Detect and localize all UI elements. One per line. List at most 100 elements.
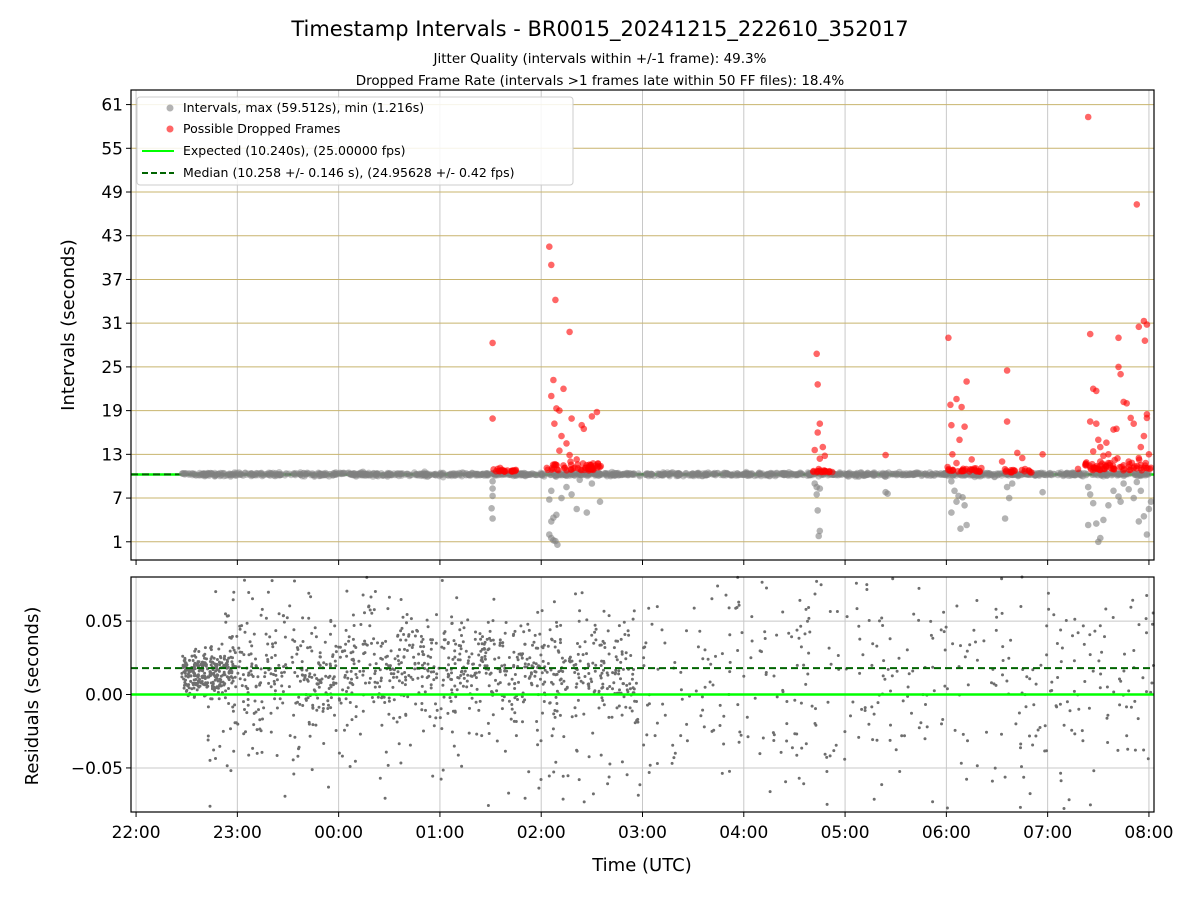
residual-point <box>387 595 391 599</box>
interval-point <box>474 472 482 479</box>
residual-point <box>720 652 724 656</box>
residual-point <box>699 714 703 718</box>
residual-point <box>561 670 565 673</box>
interval-point <box>1089 499 1097 507</box>
interval-point <box>1114 470 1121 478</box>
interval-point <box>465 471 472 479</box>
residual-point <box>318 655 322 659</box>
residual-point <box>309 595 313 599</box>
intervals-x-ticks <box>135 560 1150 565</box>
residual-point <box>574 714 578 718</box>
residual-point <box>275 678 279 682</box>
residual-point <box>982 639 986 643</box>
interval-point <box>837 470 844 478</box>
residual-point <box>379 679 383 683</box>
dropped-frame-point <box>1019 454 1026 462</box>
interval-point <box>928 470 936 478</box>
interval-point <box>739 471 747 478</box>
interval-point <box>1043 471 1050 479</box>
interval-point <box>868 471 875 478</box>
residual-point <box>400 681 404 685</box>
interval-point <box>622 470 629 478</box>
interval-point <box>340 469 347 477</box>
interval-point <box>387 471 394 479</box>
interval-point <box>297 471 305 479</box>
interval-point <box>310 471 318 479</box>
residual-point <box>491 619 495 623</box>
dropped-frame-point <box>1141 337 1149 345</box>
residual-point <box>631 617 635 621</box>
interval-point <box>316 471 324 478</box>
interval-point <box>430 471 438 479</box>
interval-point <box>1137 472 1144 480</box>
residual-point <box>876 701 880 705</box>
residual-point <box>450 730 454 734</box>
residual-point <box>244 730 247 734</box>
interval-point <box>601 471 609 479</box>
interval-point <box>782 470 789 477</box>
residual-point <box>702 725 706 729</box>
residual-point <box>352 662 356 666</box>
residual-point <box>196 673 200 677</box>
residual-point <box>624 651 628 655</box>
residual-point <box>321 709 325 713</box>
residual-point <box>442 695 446 699</box>
interval-point <box>931 472 938 479</box>
residual-point <box>460 634 463 637</box>
interval-point <box>1079 473 1087 480</box>
interval-point <box>518 471 526 479</box>
residual-point <box>1142 748 1146 752</box>
residual-point <box>466 673 470 677</box>
residual-point <box>1133 699 1137 703</box>
residual-point <box>990 681 993 685</box>
interval-point <box>300 469 308 477</box>
residual-point <box>504 621 508 624</box>
interval-point <box>348 470 356 478</box>
interval-point <box>614 469 622 477</box>
residual-point <box>1038 726 1042 729</box>
residual-point <box>513 696 517 700</box>
residual-point <box>1046 591 1050 595</box>
interval-point <box>520 469 528 477</box>
interval-point <box>248 470 256 477</box>
interval-point <box>430 471 438 478</box>
interval-point <box>926 472 934 480</box>
residual-point <box>219 680 223 684</box>
interval-point <box>369 471 377 478</box>
interval-point <box>522 470 529 477</box>
interval-point <box>779 471 787 478</box>
interval-point <box>521 471 528 479</box>
residual-point <box>1129 705 1133 709</box>
residual-point <box>468 706 471 710</box>
interval-point <box>437 471 445 478</box>
residual-point <box>432 670 436 674</box>
residual-point <box>305 668 309 672</box>
residual-point <box>266 590 270 594</box>
interval-point <box>374 472 382 480</box>
residual-point <box>503 631 507 635</box>
interval-point <box>609 471 617 478</box>
interval-point <box>1040 471 1047 478</box>
residual-point <box>513 673 517 676</box>
interval-point <box>205 470 213 478</box>
interval-point <box>361 472 369 480</box>
interval-point <box>909 471 917 479</box>
residual-point <box>376 681 379 685</box>
residual-point <box>462 626 466 630</box>
residual-point <box>197 669 201 673</box>
residual-point <box>312 688 316 692</box>
interval-point <box>607 471 615 479</box>
residual-point <box>368 608 372 612</box>
interval-point <box>538 470 546 478</box>
interval-point <box>1101 471 1108 478</box>
interval-point <box>181 470 189 477</box>
residual-point <box>1056 676 1060 679</box>
residual-point <box>403 671 407 674</box>
residual-point <box>622 682 625 686</box>
interval-point <box>884 490 891 498</box>
interval-point <box>442 471 450 479</box>
interval-point <box>189 470 196 477</box>
interval-point <box>661 470 669 477</box>
interval-point <box>323 471 331 479</box>
